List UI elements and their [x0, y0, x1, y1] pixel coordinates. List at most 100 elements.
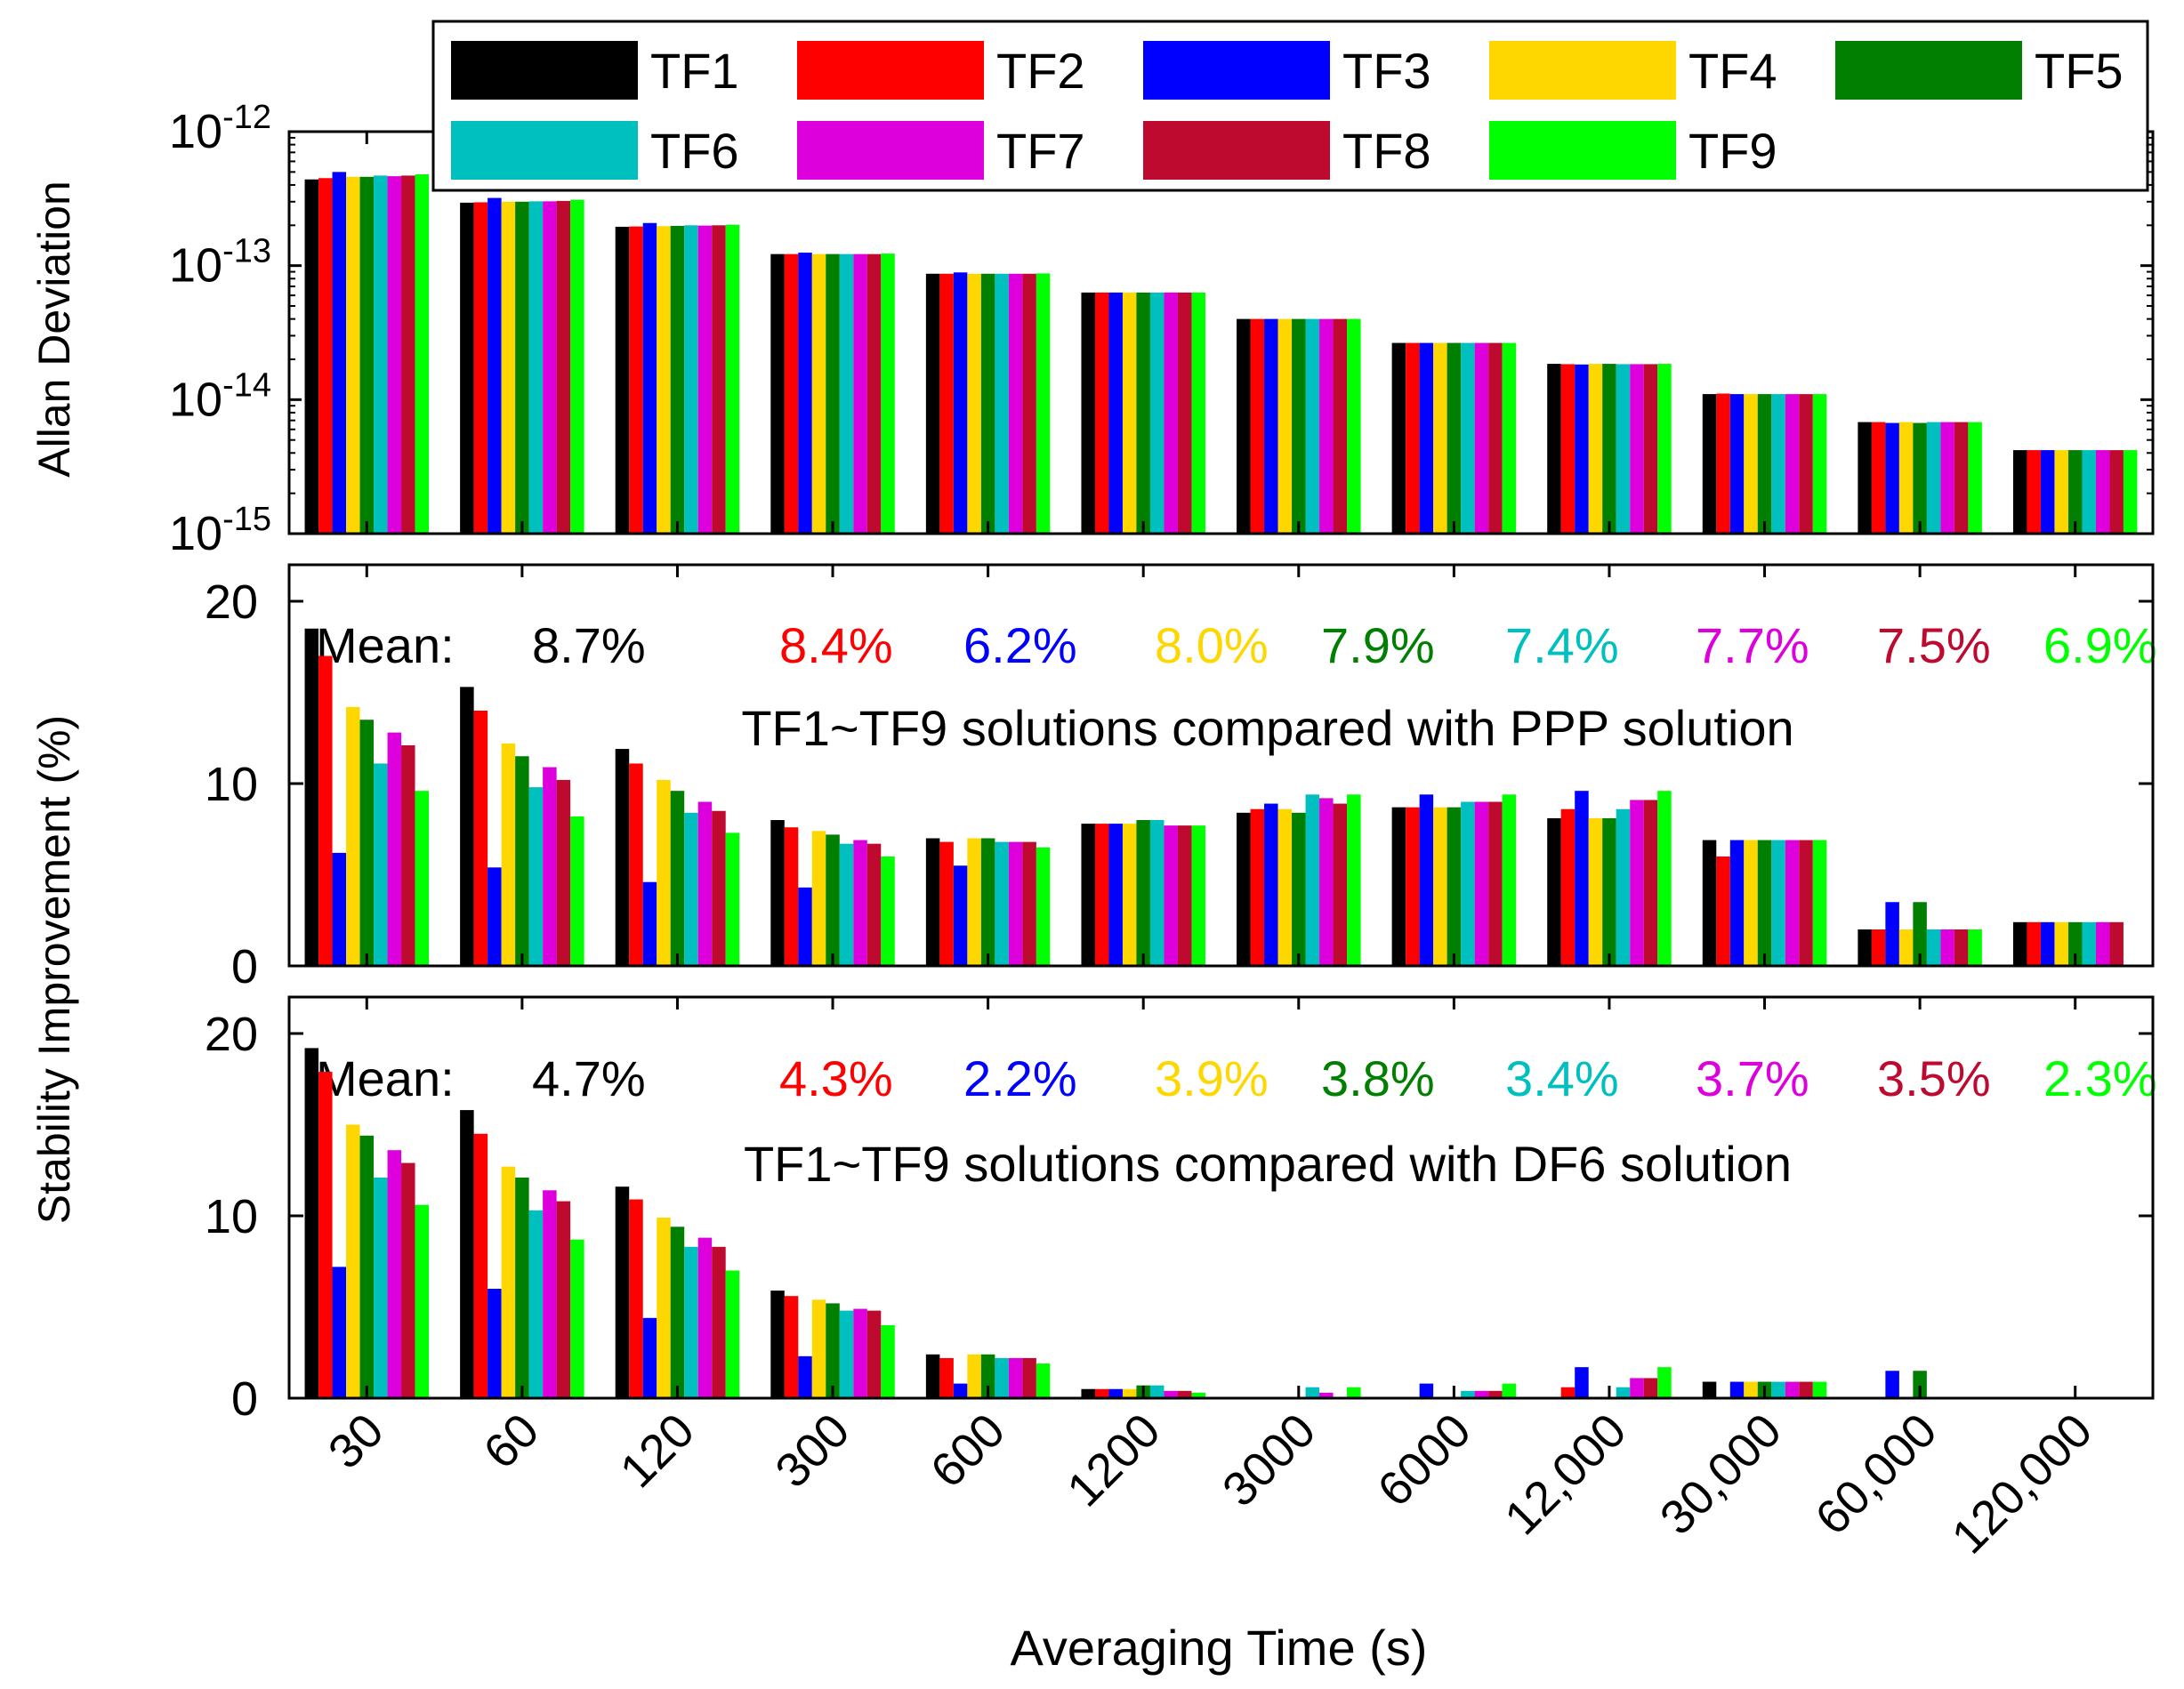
bar-ppp-tf6-1	[528, 787, 544, 966]
bar-ppp-tf8-5	[1177, 825, 1192, 966]
bar-allan-tf4-8	[1588, 364, 1603, 534]
bar-ppp-tf5-2	[670, 791, 685, 966]
bar-df6-tf9-8	[1657, 1367, 1672, 1398]
bar-allan-tf7-3	[853, 253, 867, 534]
bar-allan-tf7-6	[1319, 318, 1334, 534]
bar-allan-tf9-11	[2123, 450, 2138, 534]
bar-allan-tf8-2	[712, 225, 726, 535]
bar-allan-tf6-5	[1149, 292, 1165, 534]
bar-ppp-tf1-9	[1702, 840, 1717, 966]
bar-ppp-tf7-0	[387, 732, 402, 966]
bar-ppp-tf6-5	[1149, 820, 1165, 966]
bar-allan-tf5-9	[1757, 394, 1772, 534]
bar-df6-tf2-2	[629, 1199, 643, 1398]
bar-ppp-tf2-4	[939, 841, 954, 966]
bar-ppp-tf1-5	[1081, 824, 1095, 966]
bar-ppp-tf3-3	[798, 887, 812, 966]
bar-df6-tf5-10	[1913, 1371, 1927, 1398]
bar-ppp-tf8-3	[866, 843, 882, 966]
bar-df6-tf3-2	[642, 1317, 657, 1398]
bar-ppp-tf4-2	[657, 779, 671, 966]
bar-allan-tf7-8	[1630, 364, 1644, 534]
legend-label-tf2: TF2	[996, 43, 1085, 99]
mean-value-df6-tf3: 2.2%	[963, 1050, 1077, 1106]
bar-ppp-tf3-6	[1264, 803, 1278, 966]
bar-ppp-tf3-0	[332, 852, 347, 966]
bar-allan-tf3-1	[488, 197, 502, 534]
legend-swatch-tf6	[451, 121, 638, 180]
bar-allan-tf4-9	[1744, 394, 1758, 534]
bar-ppp-tf2-1	[473, 711, 488, 966]
bar-allan-tf5-7	[1447, 342, 1462, 534]
bar-allan-tf5-3	[826, 253, 840, 534]
bar-allan-tf7-10	[1940, 422, 1954, 534]
bar-ppp-tf5-9	[1757, 840, 1772, 966]
bar-allan-tf2-10	[1871, 422, 1886, 534]
annotation-df6: TF1~TF9 solutions compared with DF6 solu…	[744, 1136, 1792, 1192]
annotation-ppp: TF1~TF9 solutions compared with PPP solu…	[741, 700, 1793, 756]
bar-df6-tf5-4	[980, 1354, 995, 1398]
bar-ppp-tf3-2	[642, 881, 657, 966]
bar-df6-tf2-1	[473, 1133, 488, 1398]
y-tick-label-allan: 10-13	[169, 233, 271, 293]
mean-value-ppp-tf4: 8.0%	[1155, 617, 1269, 673]
bar-df6-tf4-9	[1744, 1381, 1758, 1398]
bar-ppp-tf5-0	[359, 720, 375, 966]
legend-label-tf7: TF7	[996, 123, 1085, 179]
bar-ppp-tf9-5	[1191, 825, 1205, 966]
bar-allan-tf3-11	[2040, 450, 2055, 534]
bar-ppp-tf6-10	[1926, 929, 1941, 966]
bar-allan-tf5-2	[670, 225, 685, 534]
mean-label-df6: Mean:	[316, 1050, 455, 1106]
y-axis-label-stability: Stability Improvement (%)	[29, 715, 79, 1224]
bar-allan-tf2-6	[1250, 318, 1265, 534]
bar-ppp-tf4-1	[501, 743, 516, 966]
bar-ppp-tf9-9	[1812, 840, 1827, 966]
bar-allan-tf2-8	[1560, 364, 1576, 534]
bar-allan-tf1-7	[1391, 342, 1406, 534]
mean-value-ppp-tf6: 7.4%	[1505, 617, 1619, 673]
legend-swatch-tf8	[1143, 121, 1330, 180]
bar-allan-tf5-5	[1136, 292, 1150, 534]
bar-allan-tf1-9	[1702, 394, 1717, 534]
y-tick-label-df6: 10	[205, 1190, 258, 1243]
mean-value-df6-tf9: 2.3%	[2043, 1050, 2157, 1106]
bar-ppp-tf4-4	[967, 838, 981, 966]
bar-df6-tf1-5	[1081, 1388, 1095, 1398]
bar-ppp-tf4-8	[1588, 817, 1603, 966]
bar-df6-tf2-4	[939, 1357, 954, 1398]
bar-ppp-tf3-1	[488, 867, 502, 966]
bar-ppp-tf6-11	[2082, 921, 2096, 966]
bar-ppp-tf2-2	[629, 763, 643, 966]
bar-ppp-tf1-11	[2012, 921, 2027, 966]
bar-df6-tf1-2	[615, 1186, 630, 1398]
legend-label-tf5: TF5	[2035, 43, 2124, 99]
bar-df6-tf8-1	[556, 1201, 571, 1398]
y-tick-label-ppp: 20	[205, 575, 258, 629]
bar-df6-tf5-2	[670, 1227, 685, 1398]
bar-allan-tf6-10	[1926, 422, 1941, 534]
bar-allan-tf2-7	[1406, 342, 1420, 534]
bar-df6-tf5-1	[515, 1177, 529, 1398]
bar-ppp-tf8-4	[1022, 841, 1036, 966]
bar-allan-tf1-3	[770, 253, 785, 534]
bar-allan-tf5-6	[1292, 318, 1306, 534]
bar-allan-tf9-6	[1347, 318, 1361, 534]
bar-ppp-tf3-4	[953, 865, 968, 966]
bar-allan-tf1-11	[2012, 450, 2027, 534]
bar-df6-tf4-3	[811, 1299, 826, 1398]
bar-df6-tf6-2	[684, 1246, 698, 1398]
bar-ppp-tf5-5	[1136, 820, 1150, 966]
bar-ppp-tf4-0	[346, 706, 360, 966]
bar-df6-tf7-1	[543, 1190, 557, 1398]
bar-allan-tf7-2	[697, 225, 713, 534]
bar-allan-tf2-3	[784, 253, 799, 534]
bar-ppp-tf6-8	[1616, 808, 1631, 966]
bar-df6-tf1-3	[770, 1291, 785, 1398]
y-tick-label-ppp: 10	[205, 758, 258, 811]
bar-ppp-tf5-4	[980, 838, 995, 966]
bar-ppp-tf1-4	[925, 838, 940, 966]
bar-allan-tf9-8	[1657, 364, 1672, 534]
bar-allan-tf2-4	[939, 273, 954, 534]
